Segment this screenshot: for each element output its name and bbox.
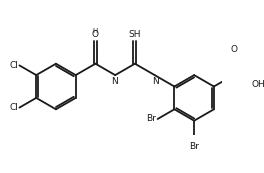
Text: H: H (93, 28, 98, 34)
Text: O: O (230, 45, 237, 54)
Text: N: N (111, 77, 118, 86)
Text: O: O (92, 30, 99, 39)
Text: Cl: Cl (9, 61, 18, 70)
Text: Cl: Cl (9, 103, 18, 112)
Text: OH: OH (252, 80, 264, 89)
Text: Br: Br (146, 115, 156, 124)
Text: SH: SH (129, 30, 141, 39)
Text: N: N (152, 77, 159, 86)
Text: Br: Br (189, 142, 199, 151)
